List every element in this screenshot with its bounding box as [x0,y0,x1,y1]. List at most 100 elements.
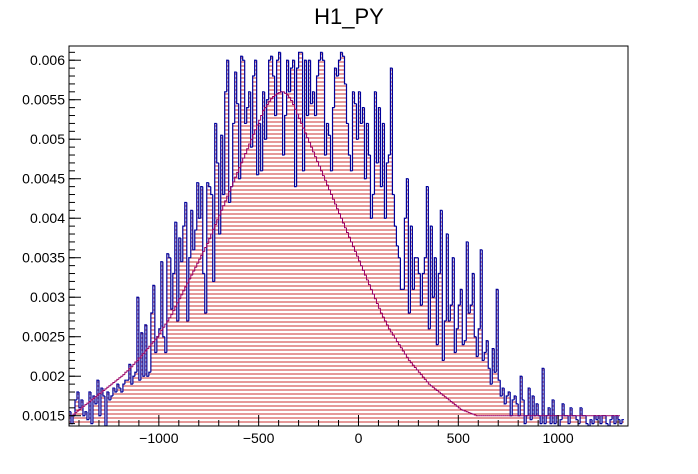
bin-90 [248,91,251,108]
bin-125 [317,59,321,77]
bin-72 [212,228,215,235]
bin-70 [208,238,211,244]
bin-40 [148,371,151,377]
bin-39 [146,324,149,377]
bin-234 [535,403,539,416]
bin-180 [427,381,431,385]
bin-204 [475,414,479,417]
bin-123 [314,151,317,158]
bin-144 [355,251,359,257]
bin-160 [387,324,391,330]
bin-26 [120,388,123,393]
bin-95 [258,119,261,126]
bin-96 [260,123,263,172]
bin-46 [160,261,163,329]
bin-231 [529,388,533,421]
bin-149 [365,122,369,179]
bin-159 [385,162,389,219]
bin-197 [461,289,465,346]
bin-7 [82,405,85,408]
bin-79 [226,59,229,92]
bin-139 [346,227,349,233]
bin-103 [274,76,277,117]
bin-129 [325,122,329,156]
bin-228 [523,399,527,425]
bin-154 [375,298,379,305]
bin-84 [236,171,239,178]
bin-161 [389,328,393,333]
bin-160 [387,154,391,163]
bin-60 [188,257,191,321]
bin-87 [242,56,245,61]
bin-150 [367,279,371,286]
bin-173 [413,257,417,290]
bin-186 [439,209,443,274]
bin-207 [481,249,485,362]
bin-55 [178,237,181,321]
bin-183 [433,387,437,390]
bin-58 [184,286,187,291]
bin-163 [393,194,397,227]
bin-204 [475,336,479,358]
bin-0 [69,411,71,426]
bin-98 [264,107,267,111]
bin-188 [443,395,447,398]
bin-193 [453,257,457,354]
bin-11 [90,399,93,402]
bin-162 [391,331,395,336]
bin-30 [128,367,131,371]
bin-9 [86,411,89,421]
bin-172 [411,226,415,290]
bin-144 [355,103,359,140]
bin-111 [290,67,293,92]
bin-51 [170,257,173,310]
bin-128 [323,60,327,156]
bin-21 [110,395,113,400]
bin-85 [238,103,241,180]
y-tick-label: 0.002 [30,368,65,384]
y-tick-label: 0.0035 [22,250,65,266]
bin-60 [188,278,191,284]
bin-171 [409,225,413,314]
bin-182 [431,226,435,298]
bin-135 [338,208,341,214]
bin-80 [228,60,231,204]
bin-36 [140,355,143,359]
bin-79 [226,195,229,201]
bin-62 [192,210,195,251]
bin-133 [333,67,337,108]
bin-140 [348,232,351,238]
bin-82 [232,122,235,187]
bin-203 [473,414,477,416]
bin-16 [100,387,103,416]
bin-101 [270,55,273,61]
bin-227 [521,376,525,401]
bin-203 [473,273,477,338]
bin-167 [401,347,405,352]
bin-121 [309,60,313,105]
bin-121 [310,142,313,148]
bin-273 [613,415,617,425]
bin-157 [381,122,385,187]
bin-75 [218,162,221,235]
bin-48 [164,323,167,328]
bin-76 [220,134,223,235]
bin-112 [292,100,295,105]
bin-179 [425,186,429,258]
bin-205 [477,328,481,357]
bin-109 [286,93,289,96]
bin-153 [373,294,377,300]
bin-33 [134,371,137,377]
bin-32 [132,363,135,367]
bin-104 [276,92,279,95]
bin-47 [162,261,165,338]
bin-215 [497,289,501,381]
bin-170 [407,357,411,361]
bin-192 [451,401,455,404]
bin-198 [463,340,467,345]
bin-147 [361,107,365,124]
bin-110 [288,60,291,93]
bin-159 [385,320,389,326]
bin-257 [581,407,585,417]
bin-36 [140,332,143,381]
